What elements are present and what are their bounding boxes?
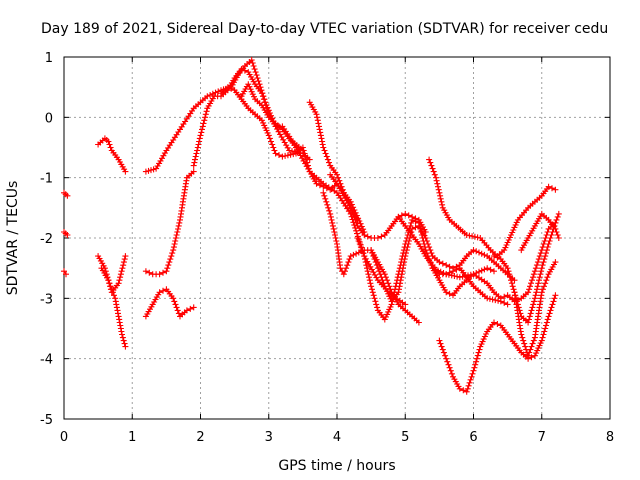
series-points [61, 268, 69, 278]
series-s6 [98, 265, 129, 350]
y-tick-label: -4 [40, 353, 53, 368]
x-tick-label: 3 [265, 430, 273, 445]
x-tick-label: 5 [401, 430, 409, 445]
chart-title: Day 189 of 2021, Sidereal Day-to-day VTE… [41, 21, 608, 37]
series-s21 [436, 292, 559, 395]
x-tick-label: 4 [333, 430, 341, 445]
series-points [436, 292, 559, 395]
series-s3 [61, 268, 69, 278]
series-points [518, 210, 562, 254]
x-tick-label: 6 [469, 430, 477, 445]
x-tick-label: 0 [60, 430, 68, 445]
series-points [98, 265, 129, 350]
series-s19 [429, 219, 559, 305]
series-s17 [368, 222, 518, 305]
series-s7 [142, 286, 197, 320]
series-points [320, 189, 422, 326]
x-tick-label: 7 [538, 430, 546, 445]
y-tick-label: 0 [45, 111, 53, 126]
series-points [61, 229, 71, 238]
series-s1 [61, 189, 71, 199]
y-tick-label: -5 [40, 413, 53, 428]
series-points [142, 286, 197, 320]
series-points [142, 168, 197, 278]
y-tick-label: 1 [45, 51, 53, 66]
series-group [61, 57, 562, 395]
x-tick-label: 8 [606, 430, 614, 445]
series-points [95, 135, 129, 175]
series-s12 [238, 81, 409, 308]
x-axis-label: GPS time / hours [278, 458, 395, 474]
series-s8 [142, 168, 197, 278]
series-s4 [95, 135, 129, 175]
axis-ticks: 0 1 2 3 4 5 6 7 8 1 0 -1 -2 -3 -4 -5 [40, 51, 614, 445]
series-points [368, 222, 518, 305]
series-s2 [61, 229, 71, 238]
series-points [429, 219, 559, 305]
series-points [61, 189, 71, 199]
series-s24 [518, 210, 562, 254]
y-tick-label: -3 [40, 292, 53, 307]
x-tick-label: 1 [128, 430, 136, 445]
y-tick-label: -2 [40, 232, 53, 247]
y-tick-label: -1 [40, 172, 53, 187]
x-tick-label: 2 [196, 430, 204, 445]
y-axis-label: SDTVAR / TECUs [5, 181, 21, 296]
series-points [426, 156, 559, 260]
